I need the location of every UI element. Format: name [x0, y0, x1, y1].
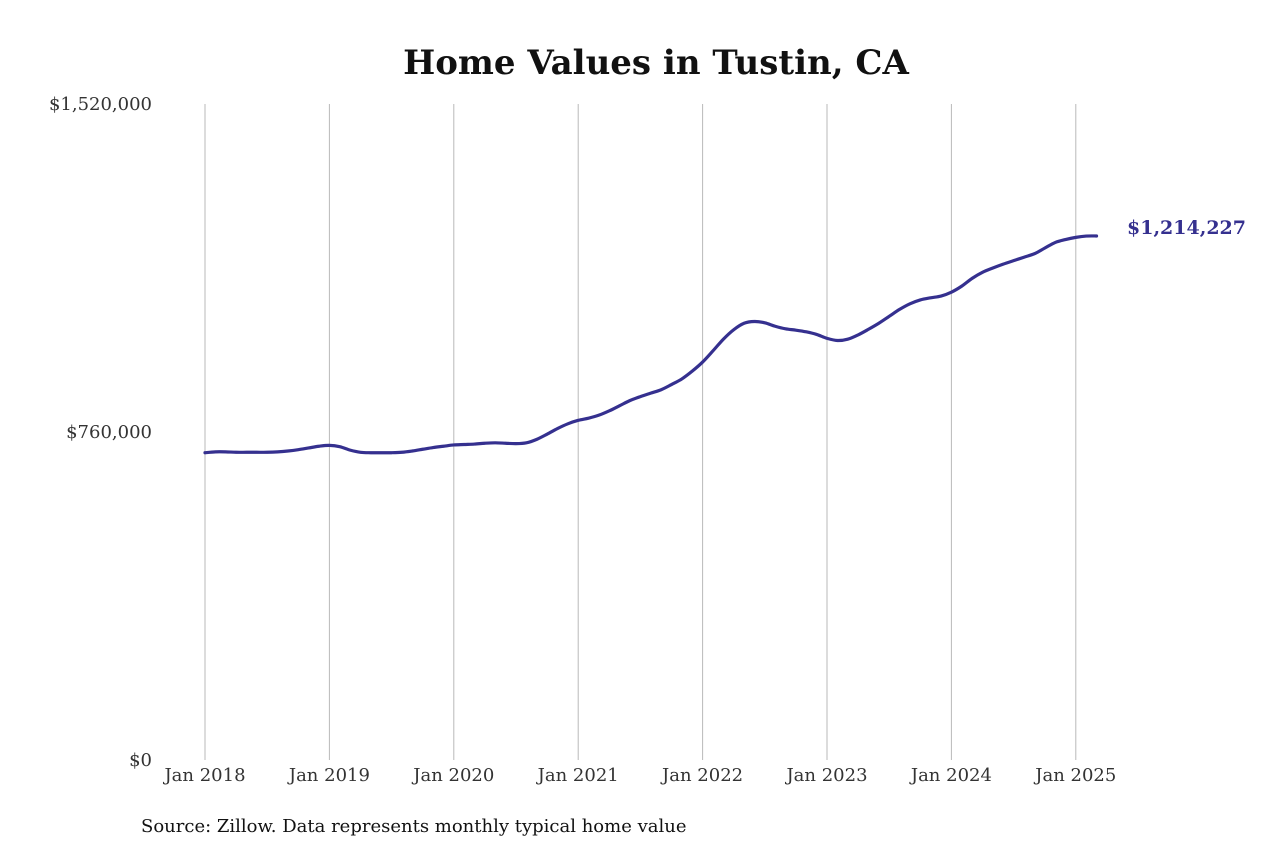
x-tick-label: Jan 2022 [660, 765, 743, 786]
end-value-label: $1,214,227 [1127, 217, 1246, 239]
x-axis-ticks: Jan 2018 Jan 2019 Jan 2020 Jan 2021 Jan 2022… [162, 765, 1116, 786]
y-tick-label: $1,520,000 [49, 94, 152, 115]
x-tick-label: Jan 2018 [162, 765, 245, 786]
x-tick-label: Jan 2020 [411, 765, 494, 786]
x-tick-label: Jan 2024 [909, 765, 992, 786]
y-tick-label: $0 [129, 750, 152, 771]
series-line-0 [203, 234, 1099, 455]
y-axis-ticks: $0 $760,000 $1,520,000 [49, 94, 152, 771]
x-tick-label: Jan 2019 [287, 765, 370, 786]
vertical-gridlines [204, 104, 1077, 760]
x-tick-label: Jan 2025 [1033, 765, 1116, 786]
y-tick-label: $760,000 [66, 422, 152, 443]
source-note: Source: Zillow. Data represents monthly … [141, 816, 687, 837]
x-tick-label: Jan 2023 [784, 765, 867, 786]
x-tick-label: Jan 2021 [536, 765, 619, 786]
series-layer [203, 234, 1099, 455]
chart-title: Home Values in Tustin, CA [403, 43, 909, 83]
